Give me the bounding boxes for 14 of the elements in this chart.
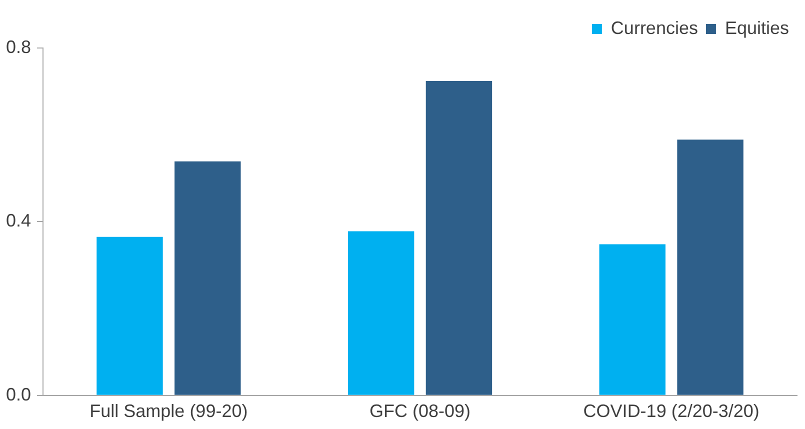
bar	[677, 140, 744, 395]
y-tick-label: 0.8	[6, 36, 32, 57]
bar	[348, 231, 414, 395]
x-tick-label: GFC (08-09)	[369, 401, 471, 422]
legend-label: Currencies	[610, 18, 698, 38]
legend-label: Equities	[724, 18, 790, 38]
y-tick-label: 0.4	[6, 210, 32, 231]
bar	[599, 244, 666, 395]
bar	[96, 236, 163, 395]
x-tick-label: Full Sample (99-20)	[90, 401, 248, 422]
bar	[174, 161, 241, 395]
y-tick-label: 0.0	[6, 384, 32, 404]
x-tick-label: COVID-19 (2/20-3/20)	[583, 401, 760, 422]
bar	[426, 81, 492, 395]
